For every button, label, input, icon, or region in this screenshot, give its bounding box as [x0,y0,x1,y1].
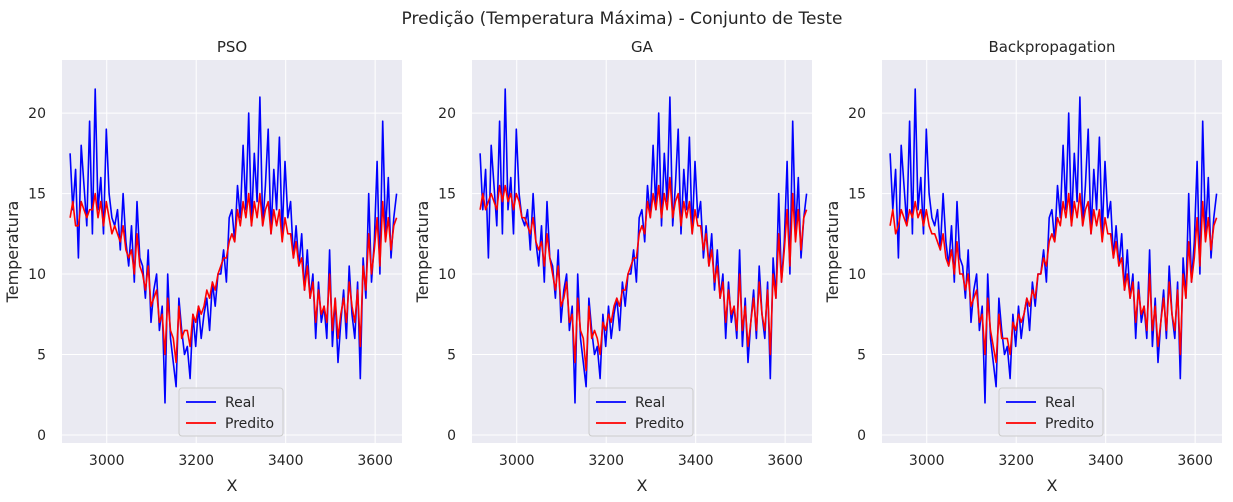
x-axis-label: X [227,476,238,495]
series-line-predito [69,192,398,364]
x-tick-label: 3200 [588,453,624,469]
y-tick-label: 10 [28,267,46,283]
legend-box [588,387,694,437]
y-axis-label: Temperatura [3,201,22,304]
x-tick-label: 3600 [767,453,803,469]
y-tick-label: 20 [848,106,866,122]
y-tick-label: 15 [438,187,456,203]
y-tick-label: 20 [438,106,456,122]
y-tick-label: 10 [438,267,456,283]
x-tick-label: 3600 [1177,453,1213,469]
legend-label-real: Real [1045,395,1075,411]
y-axis-label: Temperatura [413,201,432,304]
figure-suptitle: Predição (Temperatura Máxima) - Conjunto… [402,9,843,29]
chart-title: PSO [217,38,247,56]
x-tick-label: 3000 [89,453,125,469]
y-tick-label: 5 [447,347,456,363]
chart-panels: 3000 3200 3400 3600 0 5 10 15 20 PSO X Temperatura R… [3,38,1222,495]
y-tick-label: 20 [28,106,46,122]
y-tick-label: 15 [28,187,46,203]
chart-title: GA [631,38,654,56]
legend-box [998,387,1104,437]
legend-box [178,387,284,437]
x-axis-label: X [637,476,648,495]
series-line-predito [889,192,1218,364]
y-tick-label: 0 [37,428,46,444]
x-tick-label: 3400 [268,453,304,469]
y-tick-label: 0 [857,428,866,444]
x-tick-label: 3200 [178,453,214,469]
chart-title: Backpropagation [988,38,1115,56]
legend-label-real: Real [635,395,665,411]
y-tick-label: 15 [848,187,866,203]
legend-label-real: Real [225,395,255,411]
plot-area [882,60,1222,443]
plot-area [472,60,812,443]
legend-label-predito: Predito [225,416,274,432]
y-tick-label: 0 [447,428,456,444]
x-tick-label: 3000 [499,453,535,469]
series-line-predito [479,176,808,372]
y-tick-label: 5 [37,347,46,363]
y-tick-label: 10 [848,267,866,283]
legend-label-predito: Predito [635,416,684,432]
x-tick-label: 3000 [909,453,945,469]
legend-label-predito: Predito [1045,416,1094,432]
x-tick-label: 3400 [1088,453,1124,469]
chart-panel-1: 3000 3200 3400 3600 0 5 10 15 20 GA X Temperatura Re… [413,38,812,495]
x-tick-label: 3600 [357,453,393,469]
plot-area [62,60,402,443]
chart-panel-0: 3000 3200 3400 3600 0 5 10 15 20 PSO X Temperatura R… [3,38,402,495]
x-axis-label: X [1047,476,1058,495]
chart-panel-2: 3000 3200 3400 3600 0 5 10 15 20 Backpropagation X… [823,38,1222,495]
x-tick-label: 3200 [998,453,1034,469]
y-tick-label: 5 [857,347,866,363]
x-tick-label: 3400 [678,453,714,469]
y-axis-label: Temperatura [823,201,842,304]
